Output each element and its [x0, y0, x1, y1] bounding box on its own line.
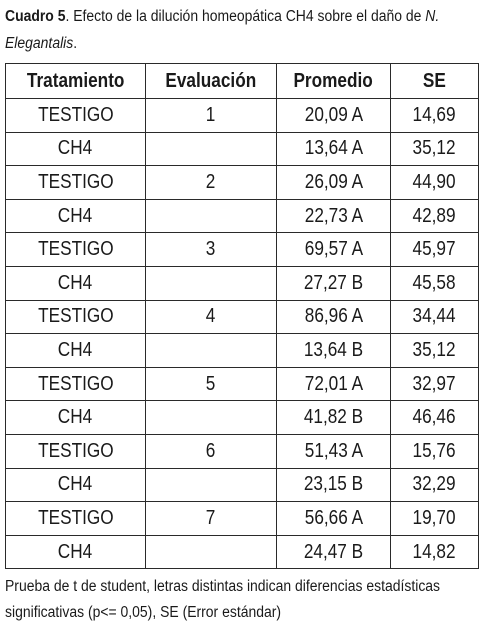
cell-tratamiento: TESTIGO — [5, 501, 146, 536]
cell-evaluacion — [145, 467, 277, 503]
cell-promedio: 24,47 B — [276, 534, 391, 570]
cell-promedio: 51,43 A — [276, 433, 391, 469]
cell-tratamiento: CH4 — [5, 333, 146, 368]
cell-tratamiento: CH4 — [5, 198, 146, 234]
cell-tratamiento: TESTIGO — [5, 299, 146, 335]
cell-evaluacion: 5 — [145, 366, 277, 402]
cell-se: 44,90 — [390, 165, 479, 200]
cell-se: 32,97 — [390, 366, 479, 402]
cell-se: 45,58 — [390, 265, 479, 301]
cell-tratamiento: TESTIGO — [5, 232, 146, 267]
cell-evaluacion — [145, 333, 277, 368]
cell-promedio: 23,15 B — [276, 467, 391, 503]
cell-promedio: 69,57 A — [276, 232, 391, 267]
cell-evaluacion: 1 — [145, 98, 277, 133]
cell-promedio: 13,64 B — [276, 333, 391, 368]
cell-se: 19,70 — [390, 501, 479, 536]
cell-se: 34,44 — [390, 299, 479, 335]
table-row: CH4 13,64 B 35,12 — [5, 333, 479, 368]
cell-se: 14,82 — [390, 534, 479, 570]
cell-promedio: 26,09 A — [276, 165, 391, 200]
cell-se: 46,46 — [390, 400, 479, 435]
cell-promedio: 22,73 A — [276, 198, 391, 234]
cell-evaluacion: 7 — [145, 501, 277, 536]
table-footnote: Prueba de t de student, letras distintas… — [5, 574, 482, 626]
cell-evaluacion — [145, 265, 277, 301]
cell-promedio: 56,66 A — [276, 501, 391, 536]
cell-se: 14,69 — [390, 98, 479, 133]
cell-promedio: 41,82 B — [276, 400, 391, 435]
cell-tratamiento: TESTIGO — [5, 165, 146, 200]
cell-evaluacion — [145, 198, 277, 234]
cell-tratamiento: CH4 — [5, 131, 146, 167]
cell-se: 32,29 — [390, 467, 479, 503]
footnote-line-2: significativas (p<= 0,05), SE (Error est… — [5, 604, 282, 621]
cell-tratamiento: CH4 — [5, 467, 146, 503]
results-table: Tratamiento Evaluación Promedio SE TESTI… — [5, 63, 479, 570]
table-row: CH4 13,64 A 35,12 — [5, 131, 479, 167]
caption-label: Cuadro 5 — [5, 8, 66, 25]
cell-evaluacion: 4 — [145, 299, 277, 335]
table-row: CH4 23,15 B 32,29 — [5, 467, 479, 503]
cell-evaluacion — [145, 131, 277, 167]
header-tratamiento: Tratamiento — [5, 63, 146, 99]
cell-evaluacion — [145, 400, 277, 435]
cell-evaluacion: 6 — [145, 433, 277, 469]
table-row: TESTIGO 4 86,96 A 34,44 — [5, 299, 479, 335]
table-row: CH4 24,47 B 14,82 — [5, 534, 479, 570]
table-row: TESTIGO 7 56,66 A 19,70 — [5, 501, 479, 536]
table-row: TESTIGO 5 72,01 A 32,97 — [5, 366, 479, 402]
header-row: Tratamiento Evaluación Promedio SE — [5, 63, 479, 99]
table-body: TESTIGO 1 20,09 A 14,69 CH4 13,64 A 35,12 TESTI… — [5, 98, 479, 570]
table-caption: Cuadro 5. Efecto de la dilución homeopát… — [5, 3, 480, 57]
header-promedio: Promedio — [276, 63, 391, 99]
table-row: CH4 41,82 B 46,46 — [5, 400, 479, 435]
header-se: SE — [390, 63, 479, 99]
table-row: CH4 22,73 A 42,89 — [5, 198, 479, 234]
cell-evaluacion: 2 — [145, 165, 277, 200]
cell-se: 45,97 — [390, 232, 479, 267]
cell-promedio: 27,27 B — [276, 265, 391, 301]
cell-se: 35,12 — [390, 131, 479, 167]
footnote-line-1: Prueba de t de student, letras distintas… — [5, 578, 441, 595]
header-evaluacion: Evaluación — [145, 63, 277, 99]
cell-tratamiento: CH4 — [5, 534, 146, 570]
cell-evaluacion — [145, 534, 277, 570]
cell-se: 42,89 — [390, 198, 479, 234]
table-row: TESTIGO 2 26,09 A 44,90 — [5, 165, 479, 200]
cell-se: 35,12 — [390, 333, 479, 368]
cell-promedio: 86,96 A — [276, 299, 391, 335]
caption-species-name: Elegantalis — [5, 35, 74, 52]
caption-end: . — [73, 35, 78, 52]
cell-evaluacion: 3 — [145, 232, 277, 267]
cell-tratamiento: TESTIGO — [5, 98, 146, 133]
cell-promedio: 20,09 A — [276, 98, 391, 133]
cell-tratamiento: CH4 — [5, 400, 146, 435]
table-row: TESTIGO 3 69,57 A 45,97 — [5, 232, 479, 267]
cell-tratamiento: TESTIGO — [5, 366, 146, 402]
cell-promedio: 13,64 A — [276, 131, 391, 167]
cell-tratamiento: CH4 — [5, 265, 146, 301]
cell-se: 15,76 — [390, 433, 479, 469]
cell-tratamiento: TESTIGO — [5, 433, 146, 469]
cell-promedio: 72,01 A — [276, 366, 391, 402]
table-row: TESTIGO 1 20,09 A 14,69 — [5, 98, 479, 133]
caption-text: . Efecto de la dilución homeopática CH4 … — [65, 8, 426, 25]
table-row: CH4 27,27 B 45,58 — [5, 265, 479, 301]
caption-species-genus: N. — [425, 8, 440, 25]
table-row: TESTIGO 6 51,43 A 15,76 — [5, 433, 479, 469]
